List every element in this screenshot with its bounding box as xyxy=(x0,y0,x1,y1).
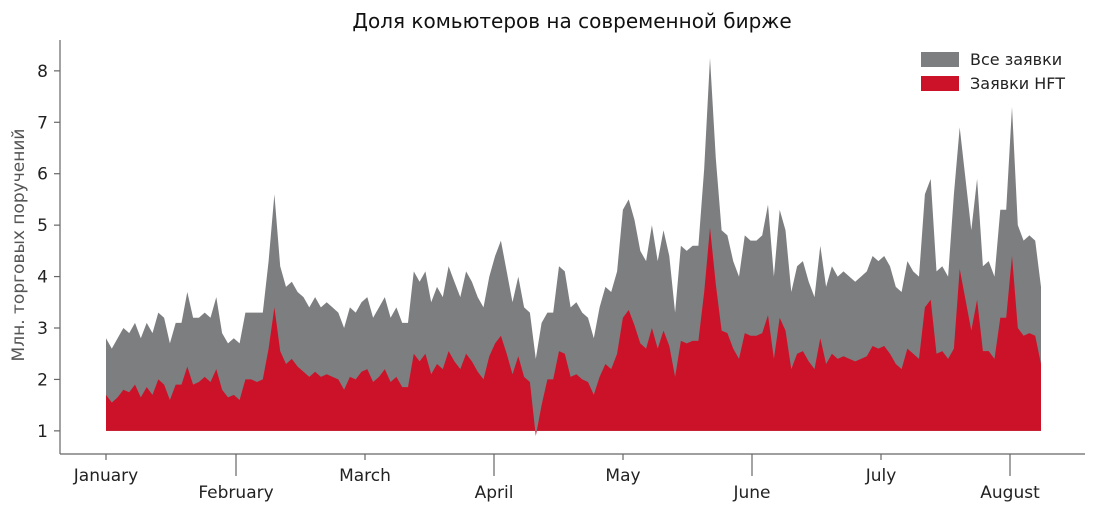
x-tick-label: May xyxy=(605,466,640,486)
legend-label: Все заявки xyxy=(970,50,1062,69)
y-tick-label: 2 xyxy=(37,370,48,390)
x-tick-label: August xyxy=(980,483,1040,503)
y-axis-label: Млн. торговых поручений xyxy=(9,129,29,362)
legend-swatch xyxy=(921,76,959,91)
legend-swatch xyxy=(921,52,959,67)
x-tick-label: July xyxy=(865,466,897,486)
chart-title: Доля комьютеров на современной бирже xyxy=(352,9,791,33)
y-tick-label: 6 xyxy=(37,165,48,185)
area-series-1 xyxy=(106,58,1041,431)
y-tick-label: 7 xyxy=(37,113,48,133)
x-tick-label: June xyxy=(732,483,770,503)
x-tick-label: February xyxy=(198,483,273,503)
y-tick-label: 1 xyxy=(37,422,48,442)
legend-label: Заявки HFT xyxy=(970,74,1065,93)
y-tick-label: 3 xyxy=(37,319,48,339)
y-tick-label: 5 xyxy=(37,216,48,236)
x-tick-label: January xyxy=(73,466,138,486)
y-tick-label: 4 xyxy=(37,268,48,288)
legend: Все заявки Заявки HFT xyxy=(921,50,1065,93)
y-tick-label: 8 xyxy=(37,62,48,82)
area-series-group xyxy=(106,58,1041,436)
area-series-2 xyxy=(106,227,1041,436)
x-tick-label: April xyxy=(475,483,514,503)
x-tick-label: March xyxy=(339,466,391,486)
axes-group: 1 2 3 4 5 6 7 8 January February March April May June… xyxy=(37,40,1085,503)
